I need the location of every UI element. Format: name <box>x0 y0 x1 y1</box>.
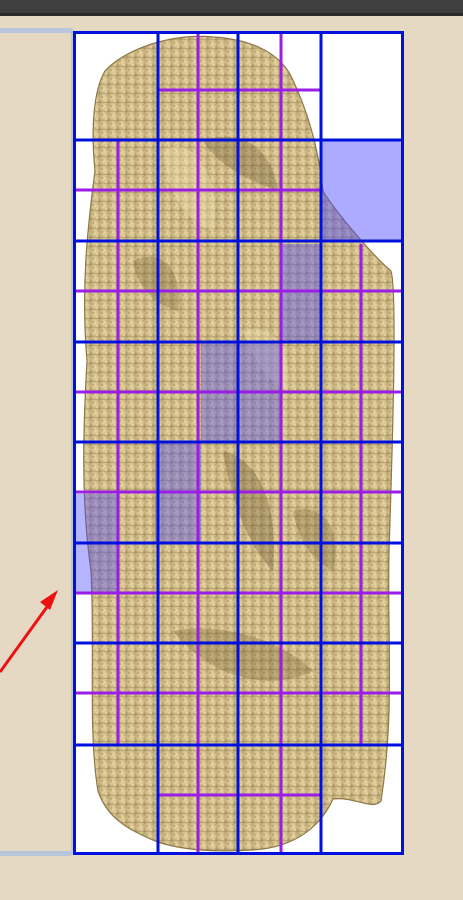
viewport-canvas[interactable] <box>73 31 404 855</box>
coarse-grid <box>73 31 404 855</box>
3d-viewport[interactable] <box>73 31 404 855</box>
window-top-bar <box>0 0 463 16</box>
highlight-cell-top-right <box>321 140 403 240</box>
top-bar-accent <box>0 13 463 16</box>
side-panel <box>0 28 76 856</box>
